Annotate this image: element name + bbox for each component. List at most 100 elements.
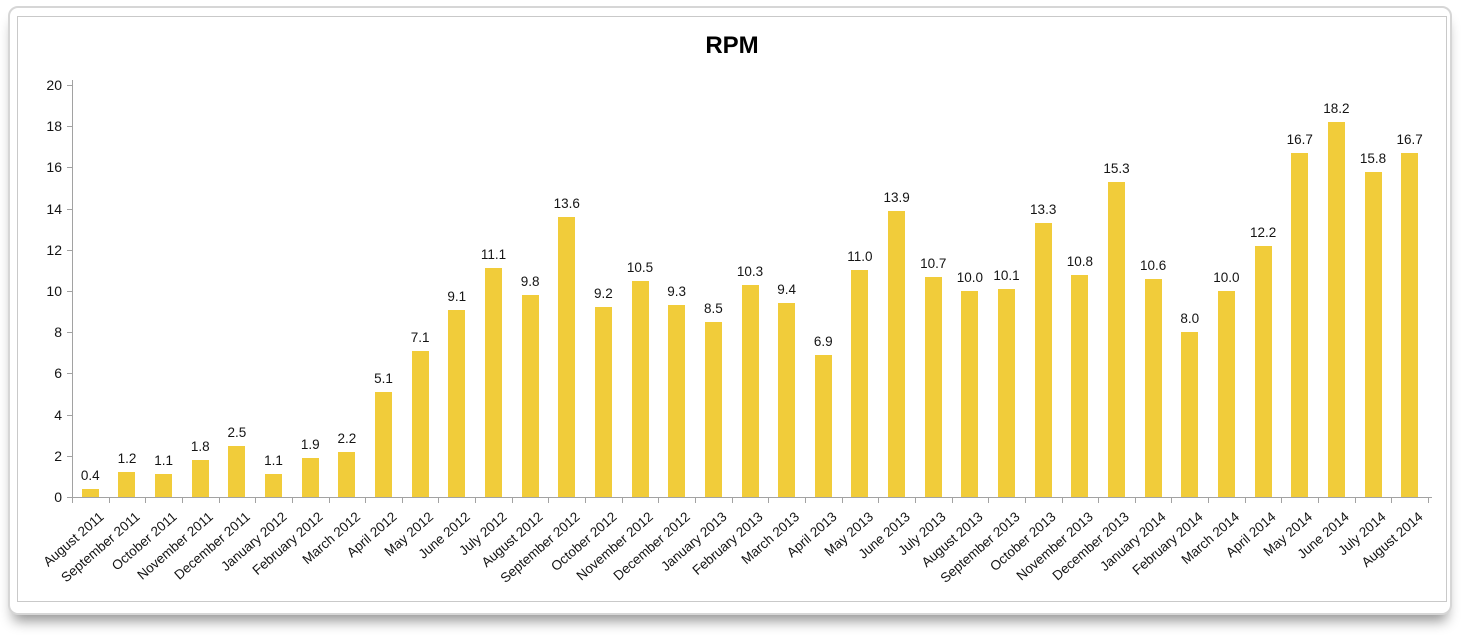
bar-value-label: 9.4: [777, 282, 797, 298]
y-axis-tick: [67, 455, 72, 457]
x-axis-tick: [511, 497, 513, 503]
bar: [924, 276, 942, 497]
bar-value-label: 10.7: [920, 255, 947, 271]
bar: [484, 268, 502, 497]
bar: [1144, 278, 1162, 497]
y-axis-tick-label: 16: [46, 159, 62, 176]
x-axis-tick: [255, 497, 257, 503]
bar: [1364, 171, 1382, 497]
bar: [191, 459, 209, 497]
bar: [301, 457, 319, 497]
bar-value-label: 5.1: [374, 370, 393, 386]
x-axis-tick: [365, 497, 367, 503]
y-axis-tick: [67, 497, 72, 498]
x-axis-tick: [548, 497, 550, 503]
bar-value-label: 9.8: [520, 274, 540, 290]
bar-value-label: 10.5: [626, 259, 654, 275]
bar: [778, 303, 796, 497]
x-axis-tick: [768, 497, 770, 503]
bar: [851, 270, 869, 497]
bar-value-label: 2.2: [337, 430, 357, 446]
x-axis-tick: [988, 497, 990, 503]
plot-area: 0 2 4 6 8 10 12 14 16 18 20 0.4 August 2011 1.2 Septem…: [18, 17, 1446, 601]
x-axis-tick: [695, 497, 697, 503]
bar-value-label: 2.5: [227, 424, 247, 440]
bar: [411, 350, 429, 497]
bar: [1034, 223, 1052, 497]
y-axis-tick: [67, 373, 72, 375]
x-axis-tick: [475, 497, 477, 503]
y-axis-tick: [67, 291, 72, 292]
x-axis-tick: [621, 497, 623, 503]
x-axis-tick: [951, 497, 953, 503]
bar-value-label: 9.3: [667, 284, 687, 300]
y-axis-tick: [67, 332, 72, 334]
bar: [265, 474, 283, 497]
bar: [228, 445, 246, 497]
bar: [1217, 291, 1235, 497]
bar-value-label: 10.0: [956, 270, 984, 285]
bar: [338, 451, 356, 497]
x-axis-tick: [1061, 497, 1063, 503]
bar: [631, 280, 649, 497]
y-axis-tick-label: 4: [54, 406, 62, 423]
bar-value-label: 1.2: [117, 451, 137, 467]
bar-value-label: 15.3: [1103, 160, 1130, 176]
y-axis-tick-label: 10: [46, 283, 62, 299]
x-axis-tick: [878, 497, 880, 503]
bar-value-label: 6.9: [813, 333, 833, 349]
x-axis-tick: [1354, 497, 1356, 503]
bar-value-label: 16.7: [1396, 131, 1423, 147]
x-axis-tick: [108, 497, 110, 503]
bar: [1327, 122, 1345, 497]
bar-value-label: 11.1: [480, 247, 507, 263]
y-axis-tick-label: 0: [54, 489, 62, 505]
x-axis-tick: [438, 497, 440, 503]
bar-value-label: 1.1: [264, 453, 283, 469]
bar-value-label: 13.3: [1030, 202, 1057, 218]
x-axis-tick: [401, 497, 403, 503]
x-axis-tick: [1318, 497, 1320, 503]
bar-value-label: 8.5: [703, 300, 723, 316]
y-axis-tick: [67, 208, 72, 210]
y-axis-tick-label: 2: [54, 447, 62, 464]
x-axis-tick: [218, 497, 220, 503]
bar: [155, 474, 173, 497]
bar-value-label: 7.1: [410, 329, 430, 345]
bar: [1291, 152, 1309, 497]
y-axis-line: [72, 80, 73, 497]
y-axis-tick-label: 18: [46, 118, 62, 135]
bar-value-label: 13.9: [883, 189, 910, 205]
x-axis-tick: [658, 497, 660, 503]
bar-value-label: 0.4: [80, 467, 100, 483]
y-axis-tick: [67, 167, 72, 169]
x-axis-tick: [1244, 497, 1246, 503]
x-axis-tick: [1428, 497, 1429, 503]
bar: [741, 284, 759, 497]
x-axis-tick: [1098, 497, 1100, 503]
y-axis-tick-label: 8: [54, 324, 62, 341]
bar-value-label: 9.2: [594, 286, 613, 302]
x-axis-tick: [145, 497, 147, 503]
bar: [1107, 181, 1125, 497]
bar-value-label: 10.8: [1066, 253, 1093, 269]
bar-value-label: 1.8: [190, 438, 210, 454]
x-axis-tick: [841, 497, 843, 503]
chart-title: RPM: [705, 32, 759, 59]
bar: [814, 354, 832, 497]
bar: [1181, 332, 1199, 497]
bar-value-label: 10.6: [1139, 257, 1167, 273]
y-axis-tick: [67, 126, 72, 128]
bar: [521, 295, 539, 497]
bar: [1071, 274, 1089, 497]
x-axis-tick: [731, 497, 733, 503]
x-axis-tick: [1171, 497, 1173, 503]
bar-value-label: 1.1: [154, 453, 173, 469]
bar: [704, 321, 722, 497]
x-axis-tick: [328, 497, 330, 503]
x-axis-tick: [291, 497, 293, 503]
x-axis-tick: [804, 497, 806, 503]
bar-value-label: 1.9: [300, 436, 320, 452]
bar-value-label: 10.0: [1213, 270, 1240, 285]
bar-value-label: 11.0: [847, 249, 873, 265]
